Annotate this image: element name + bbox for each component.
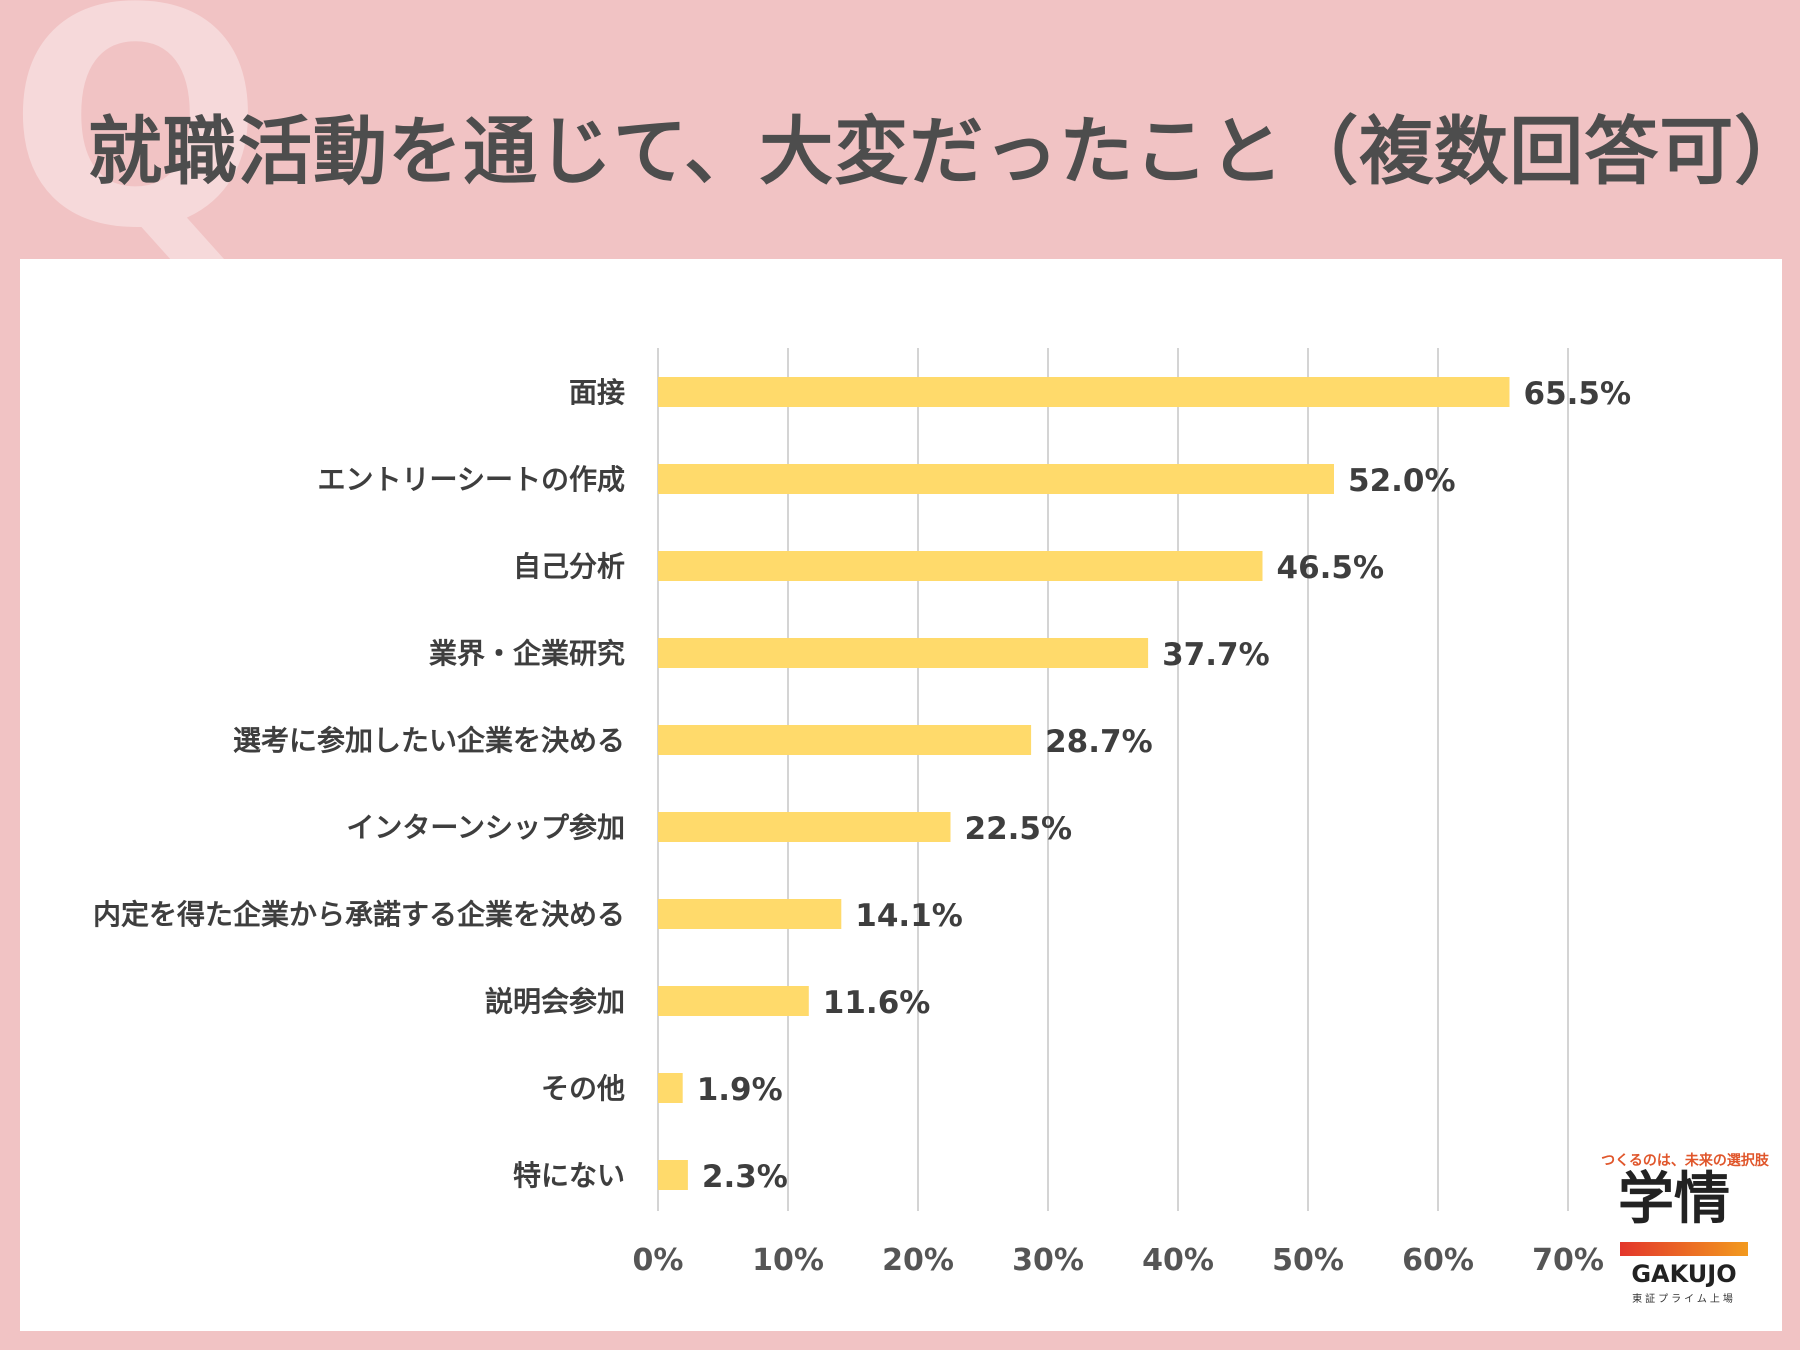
value-label: 2.3% <box>702 1159 788 1195</box>
bar <box>658 1073 683 1103</box>
category-label: エントリーシートの作成 <box>318 463 625 496</box>
x-tick-label: 50% <box>1272 1243 1344 1278</box>
x-tick-label: 30% <box>1012 1243 1084 1278</box>
value-label: 28.7% <box>1045 724 1153 760</box>
category-label: 内定を得た企業から承諾する企業を決める <box>93 898 625 931</box>
value-label: 65.5% <box>1524 376 1632 412</box>
category-label: 面接 <box>569 376 625 409</box>
logo-tagline: つくるのは、未来の選択肢 <box>1601 1153 1769 1169</box>
logo-kanji: 学情 <box>1618 1167 1730 1232</box>
bar <box>658 551 1263 581</box>
bar <box>658 812 951 842</box>
logo-color-bar <box>1620 1242 1748 1256</box>
q-watermark: Q <box>8 0 264 294</box>
category-label: インターンシップ参加 <box>346 811 625 844</box>
category-label: 自己分析 <box>513 550 625 583</box>
x-tick-label: 60% <box>1402 1243 1474 1278</box>
value-label: 1.9% <box>697 1072 783 1108</box>
bar <box>658 1160 688 1190</box>
category-label: 業界・企業研究 <box>429 637 625 670</box>
category-label: その他 <box>541 1072 625 1105</box>
bar <box>658 638 1149 668</box>
chart-panel: 0% 10% 20% 30% 40% 50% 60% 70% 面接 65.5% エントリーシートの作… <box>20 259 1782 1331</box>
bar <box>658 464 1334 494</box>
x-tick-label: 0% <box>633 1243 684 1278</box>
x-tick-label: 20% <box>882 1243 954 1278</box>
value-label: 37.7% <box>1162 637 1270 673</box>
category-label: 選考に参加したい企業を決める <box>233 724 625 757</box>
x-tick-label: 10% <box>752 1243 824 1278</box>
value-label: 22.5% <box>965 811 1073 847</box>
value-label: 14.1% <box>855 898 963 934</box>
gakujo-logo: つくるのは、未来の選択肢 学情 GAKUJO 東証プライム上場 <box>1590 1150 1780 1310</box>
value-label: 52.0% <box>1348 463 1456 499</box>
category-label: 特にない <box>513 1159 625 1192</box>
value-label: 11.6% <box>823 985 931 1021</box>
page-title: 就職活動を通じて、大変だったこと（複数回答可） <box>88 109 1800 195</box>
x-tick-label: 70% <box>1532 1243 1604 1278</box>
bar <box>658 377 1510 407</box>
bar <box>658 899 842 929</box>
bar <box>658 986 809 1016</box>
category-label: 説明会参加 <box>485 985 625 1018</box>
value-label: 46.5% <box>1277 550 1385 586</box>
bar-chart: 0% 10% 20% 30% 40% 50% 60% 70% 面接 65.5% エントリーシートの作… <box>93 348 1632 1278</box>
bar <box>658 725 1032 755</box>
logo-subtitle: 東証プライム上場 <box>1632 1294 1736 1305</box>
x-tick-label: 40% <box>1142 1243 1214 1278</box>
logo-english: GAKUJO <box>1631 1260 1737 1288</box>
